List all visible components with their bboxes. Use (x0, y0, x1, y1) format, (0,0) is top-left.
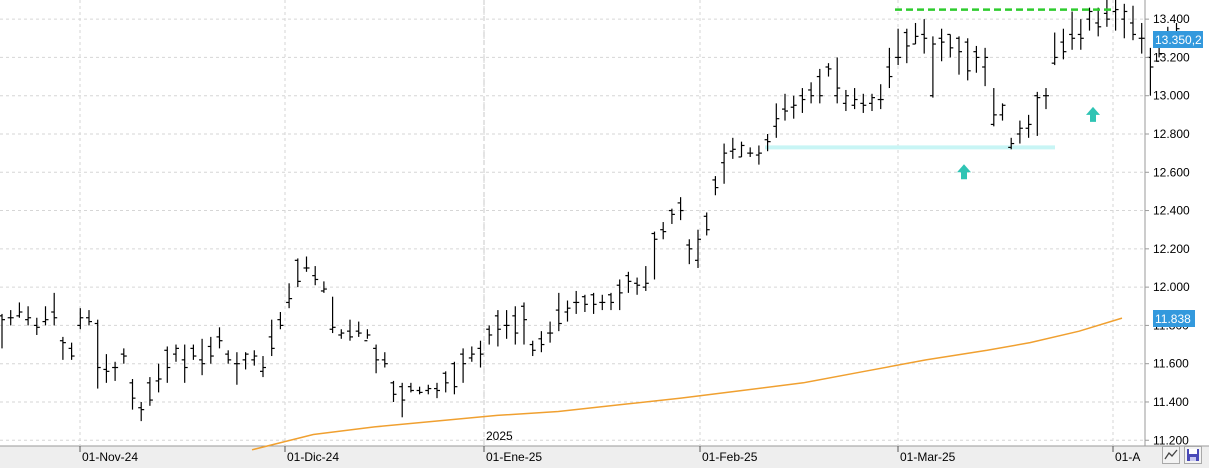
moving-average-line (251, 317, 1123, 451)
support-layer (765, 145, 1055, 150)
up-arrow-icon (1086, 106, 1100, 122)
save-button[interactable] (1184, 446, 1202, 464)
x-axis-panel (0, 446, 1209, 468)
y-tick-label: 12.800 (1153, 127, 1190, 141)
x-tick-label: 01-Dic-24 (287, 450, 339, 464)
y-tick-label: 11.400 (1153, 395, 1189, 409)
y-tick-label: 12.400 (1153, 204, 1190, 218)
line-chart-icon (1164, 449, 1178, 460)
ma-badge: 11.838 (1153, 310, 1195, 327)
up-arrow-icon (957, 164, 971, 180)
x-tick-label: 01-Mar-25 (900, 450, 956, 464)
y-tick-label: 12.200 (1153, 242, 1190, 256)
y-tick-label: 13.400 (1153, 12, 1190, 26)
year-label: 2025 (486, 429, 513, 443)
ohlc-bars (0, 0, 1180, 422)
moving-average-layer (251, 317, 1123, 451)
arrow-markers (957, 106, 1100, 180)
x-tick-label: 01-Ene-25 (486, 450, 542, 464)
y-tick-label: 11.600 (1153, 357, 1189, 371)
ma-badge-text: 11.838 (1155, 312, 1191, 326)
support-zone (765, 145, 1055, 150)
y-tick-label: 13.200 (1153, 50, 1190, 64)
grid-lines (0, 0, 1145, 446)
y-tick-label: 11.200 (1153, 433, 1189, 447)
y-tick-label: 12.600 (1153, 165, 1190, 179)
y-tick-label: 13.000 (1153, 89, 1190, 103)
x-tick-labels: 01-Nov-24 01-Dic-24 01-Ene-25 01-Feb-25 01-M… (79, 446, 1140, 464)
price-badge: 13.350,2 (1153, 31, 1203, 48)
price-badge-text: 13.350,2 (1155, 33, 1202, 47)
x-tick-label: 01-A (1115, 450, 1140, 464)
price-badge-bg (1153, 31, 1203, 48)
x-tick-label: 01-Nov-24 (82, 450, 138, 464)
y-axis-panel (1145, 0, 1209, 468)
chart-type-button[interactable] (1162, 446, 1180, 464)
x-tick-label: 01-Feb-25 (702, 450, 758, 464)
y-tick-label: 12.000 (1153, 280, 1190, 294)
ma-badge-bg (1153, 310, 1195, 327)
save-icon (1187, 449, 1199, 461)
